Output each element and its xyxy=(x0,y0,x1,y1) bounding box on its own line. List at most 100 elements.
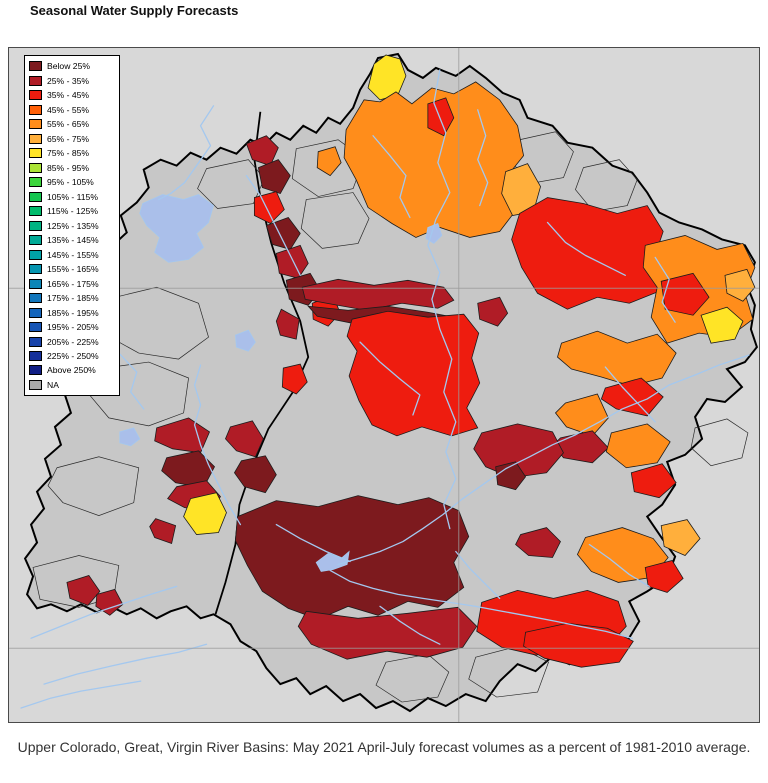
river-line xyxy=(588,543,650,588)
legend-item: 25% - 35% xyxy=(29,74,115,87)
legend-swatch xyxy=(29,322,42,333)
legend-item: 105% - 115% xyxy=(29,190,115,203)
legend-label: 55% - 65% xyxy=(47,119,90,130)
small-lake xyxy=(119,427,141,447)
river-line xyxy=(43,643,208,685)
legend-label: NA xyxy=(47,379,59,390)
legend-label: Below 25% xyxy=(47,61,90,72)
basin-polygon xyxy=(235,495,470,620)
legend-label: 135% - 145% xyxy=(47,235,99,246)
legend-label: 75% - 85% xyxy=(47,148,90,159)
basin-polygon xyxy=(515,527,561,558)
legend-label: 85% - 95% xyxy=(47,162,90,173)
legend-item: 135% - 145% xyxy=(29,234,115,247)
legend-label: 65% - 75% xyxy=(47,133,90,144)
legend-item: 115% - 125% xyxy=(29,205,115,218)
basin-polygon xyxy=(630,463,677,499)
great-salt-lake xyxy=(139,194,214,263)
legend-label: 105% - 115% xyxy=(47,191,98,202)
legend-label: 205% - 225% xyxy=(47,336,99,347)
lake-powell xyxy=(315,550,350,572)
basin-polygon xyxy=(297,606,478,660)
legend-label: Above 250% xyxy=(47,365,96,376)
legend-item: 65% - 75% xyxy=(29,132,115,145)
legend-label: 125% - 135% xyxy=(47,220,99,231)
basin-polygon xyxy=(367,54,407,101)
basin-polygon xyxy=(660,519,701,556)
legend-swatch xyxy=(29,61,42,72)
subbasin-outline xyxy=(47,456,140,516)
basin-polygon xyxy=(233,455,277,494)
river-line xyxy=(20,680,142,709)
legend-swatch xyxy=(29,191,42,202)
legend-label: 175% - 185% xyxy=(47,293,99,304)
legend-swatch xyxy=(29,365,42,376)
subbasin-outline xyxy=(300,192,370,249)
river-line xyxy=(654,256,676,323)
basin-polygon xyxy=(557,330,677,387)
legend-item: 165% - 175% xyxy=(29,277,115,290)
river-line xyxy=(329,569,633,639)
basin-polygon xyxy=(149,518,177,545)
basin-polygon xyxy=(724,268,756,302)
legend-swatch xyxy=(29,119,42,130)
legend-label: 115% - 125% xyxy=(47,206,98,217)
legend-item: 225% - 250% xyxy=(29,350,115,363)
legend-swatch xyxy=(29,293,42,304)
river-line xyxy=(546,221,626,276)
legend-swatch xyxy=(29,336,42,347)
legend-item: 205% - 225% xyxy=(29,335,115,348)
basin-polygon xyxy=(523,622,634,668)
legend-item: 175% - 185% xyxy=(29,292,115,305)
legend-label: 35% - 45% xyxy=(47,90,90,101)
basin-polygon xyxy=(301,278,455,311)
forecast-map: Below 25% 25% - 35% 35% - 45% 45% - 55% … xyxy=(8,47,760,723)
basin-map-svg xyxy=(9,48,759,722)
basin-polygon xyxy=(95,588,124,616)
legend-label: 165% - 175% xyxy=(47,278,99,289)
map-caption: Upper Colorado, Great, Virgin River Basi… xyxy=(17,739,751,755)
legend-swatch xyxy=(29,350,42,361)
basin-polygon xyxy=(225,420,264,458)
basin-polygon xyxy=(427,97,455,137)
legend-label: 25% - 35% xyxy=(47,75,90,86)
legend-swatch xyxy=(29,90,42,101)
basin-polygon xyxy=(346,310,481,437)
river-line xyxy=(427,69,457,530)
legend-item: 35% - 45% xyxy=(29,89,115,102)
legend: Below 25% 25% - 35% 35% - 45% 45% - 55% … xyxy=(24,55,120,397)
legend-label: 95% - 105% xyxy=(47,177,94,188)
river-line xyxy=(604,366,656,423)
legend-swatch xyxy=(29,104,42,115)
legend-label: 155% - 165% xyxy=(47,264,99,275)
legend-label: 145% - 155% xyxy=(47,249,99,260)
subbasin-outline xyxy=(291,139,365,197)
legend-label: 195% - 205% xyxy=(47,322,99,333)
legend-swatch xyxy=(29,133,42,144)
legend-item: 145% - 155% xyxy=(29,248,115,261)
river-line xyxy=(379,605,441,645)
subbasin-outline xyxy=(197,159,265,209)
legend-swatch xyxy=(29,75,42,86)
legend-item: NA xyxy=(29,379,115,392)
legend-swatch xyxy=(29,220,42,231)
basin-polygon xyxy=(700,306,744,344)
basin-polygon xyxy=(66,574,101,606)
basin-polygon xyxy=(495,461,527,491)
legend-swatch xyxy=(29,278,42,289)
legend-swatch xyxy=(29,264,42,275)
subbasin-outline xyxy=(690,418,749,467)
legend-item: 85% - 95% xyxy=(29,161,115,174)
legend-swatch xyxy=(29,162,42,173)
basin-polygon xyxy=(343,81,525,238)
basin-polygon xyxy=(644,560,684,593)
legend-item: 185% - 195% xyxy=(29,306,115,319)
legend-label: 225% - 250% xyxy=(47,350,99,361)
basin-polygon xyxy=(281,363,308,395)
legend-swatch xyxy=(29,235,42,246)
basin-polygon xyxy=(477,296,509,327)
legend-label: 185% - 195% xyxy=(47,307,99,318)
legend-item: 95% - 105% xyxy=(29,176,115,189)
basin-polygon xyxy=(660,272,710,316)
legend-item: 55% - 65% xyxy=(29,118,115,131)
